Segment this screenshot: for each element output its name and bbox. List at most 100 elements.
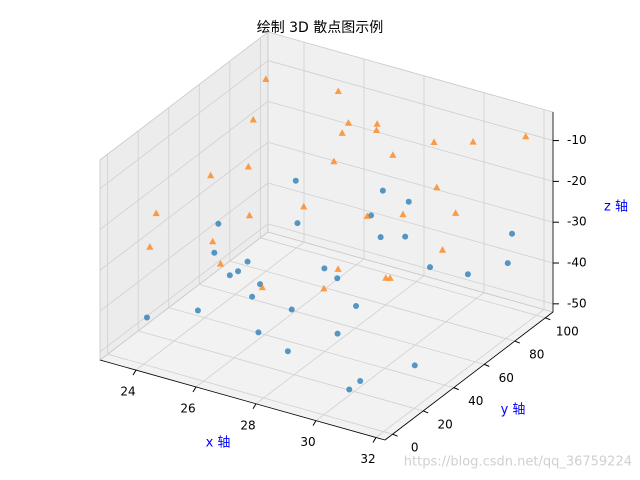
triangle-point — [152, 209, 160, 217]
grid-line — [99, 60, 269, 189]
y-tick-label: 40 — [468, 394, 483, 408]
triangle-point — [373, 120, 381, 127]
triangle-point — [249, 115, 257, 123]
grid-line — [315, 292, 485, 421]
x-tick-label: 30 — [300, 435, 315, 449]
grid-line — [260, 237, 546, 319]
grid-line — [375, 309, 545, 438]
scatter-point — [509, 230, 516, 237]
y-tick-label: 20 — [438, 417, 453, 431]
tick-mark — [422, 410, 429, 414]
triangle-point — [300, 202, 308, 210]
triangle-point — [469, 138, 477, 145]
scatter-point — [211, 249, 218, 256]
triangle-point — [452, 209, 460, 216]
scatter-point — [244, 258, 251, 265]
triangle-point — [216, 260, 225, 267]
triangle-point — [430, 138, 438, 146]
triangle-point — [399, 210, 407, 218]
scatter-point — [357, 377, 364, 384]
y-axis-line — [384, 311, 554, 441]
series — [146, 75, 530, 292]
y-tick-label: 100 — [556, 324, 579, 338]
triangle-point — [244, 162, 252, 170]
grid-line — [99, 101, 269, 230]
scatter-point — [194, 307, 201, 314]
z-tick-label: -40 — [567, 256, 587, 270]
grid-line — [138, 330, 424, 412]
tick-mark — [132, 369, 137, 376]
grid-line — [107, 353, 393, 435]
triangle-point — [372, 126, 381, 134]
scatter-point — [255, 329, 262, 336]
tick-mark — [312, 420, 317, 426]
x-axis-label: x 轴 — [206, 436, 231, 451]
triangle-point — [344, 119, 353, 126]
grid-line — [199, 283, 485, 365]
grid-line — [99, 182, 269, 312]
tick-mark — [392, 433, 398, 437]
scatter-point — [288, 306, 295, 313]
z-tick-label: -30 — [567, 215, 587, 229]
triangle-point — [209, 237, 217, 245]
x-tick-label: 32 — [360, 452, 375, 466]
scatter-point — [235, 268, 242, 275]
scatter-point — [226, 272, 233, 279]
scatter-point — [294, 220, 301, 227]
grid-line — [255, 275, 425, 405]
scatter-point — [427, 264, 433, 271]
grid-line — [168, 307, 454, 389]
x-tick-label: 24 — [120, 385, 135, 399]
scatter-point — [321, 265, 328, 272]
scatter-point — [353, 303, 360, 310]
grid-line — [267, 223, 554, 305]
triangle-point — [262, 75, 270, 82]
triangle-point — [245, 211, 254, 219]
tick-mark — [545, 317, 551, 321]
triangle-point — [258, 283, 266, 291]
z-tick-label: -50 — [567, 296, 587, 310]
tick-mark — [252, 403, 257, 410]
z-axis-label: z 轴 — [604, 200, 628, 215]
grid-line — [99, 223, 269, 353]
tick-mark — [192, 386, 197, 393]
chart-title: 绘制 3D 散点图示例 — [257, 20, 384, 36]
triangle-point — [334, 87, 342, 95]
grid-line — [267, 101, 554, 182]
scatter-point — [249, 293, 256, 300]
y-tick-label: 0 — [411, 441, 419, 455]
scatter-point — [215, 220, 222, 227]
scatter-point — [377, 234, 384, 241]
grid-line — [267, 182, 554, 264]
triangle-point — [146, 243, 154, 250]
scatter-point — [405, 198, 412, 205]
y-tick-label: 60 — [499, 371, 514, 385]
triangle-point — [386, 274, 394, 281]
axes-3d — [99, 31, 559, 443]
scatter-point — [334, 330, 341, 337]
triangle-point — [334, 265, 342, 272]
tick-mark — [372, 437, 377, 443]
z-tick-label: -10 — [567, 133, 587, 147]
scatter-point — [411, 362, 418, 369]
tick-mark — [514, 340, 521, 344]
series — [143, 177, 516, 393]
triangle-point — [330, 157, 338, 165]
scatter-point — [504, 260, 511, 267]
x-tick-label: 26 — [180, 401, 195, 415]
triangle-point — [320, 284, 328, 292]
scatter-point — [379, 187, 386, 194]
z-tick-label: -20 — [567, 174, 587, 188]
tick-mark — [453, 387, 459, 391]
triangle-point — [389, 151, 397, 158]
triangle-point — [438, 246, 447, 253]
triangle-point — [522, 132, 530, 140]
scatter-point — [402, 233, 409, 240]
grid-line — [135, 241, 305, 371]
scatter-point — [284, 348, 291, 355]
grid-line — [229, 260, 515, 342]
grid-line — [267, 141, 554, 223]
x-axis-line — [99, 359, 386, 441]
x-tick-label: 28 — [240, 418, 255, 432]
